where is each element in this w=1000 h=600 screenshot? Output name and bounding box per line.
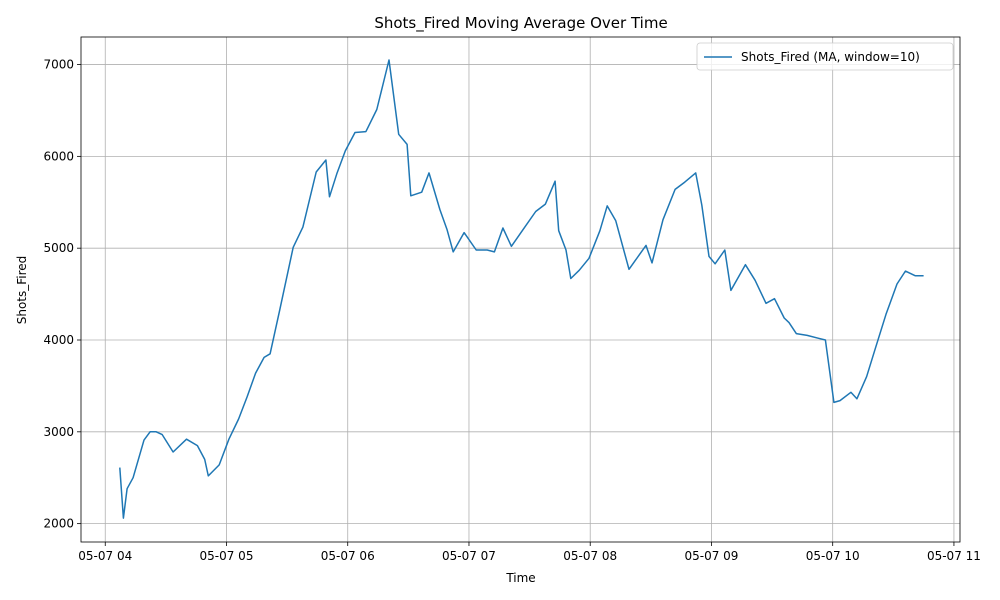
x-axis-label: Time	[505, 571, 535, 585]
axis-ticks: 05-07 04 05-07 05 05-07 06 05-07 07 05-07 08…	[43, 58, 980, 563]
y-tick-label: 3000	[43, 425, 74, 439]
x-tick-label: 05-07 10	[806, 549, 860, 563]
y-tick-label: 4000	[43, 333, 74, 347]
x-tick-label: 05-07 09	[684, 549, 738, 563]
x-tick-label: 05-07 07	[442, 549, 496, 563]
series-layer	[119, 59, 924, 519]
legend-box	[696, 42, 954, 71]
y-tick-label: 6000	[43, 149, 74, 163]
x-tick-label: 05-07 04	[78, 549, 132, 563]
y-tick-label: 2000	[43, 517, 74, 531]
chart-title: Shots_Fired Moving Average Over Time	[374, 14, 667, 33]
y-axis-label: Shots_Fired	[15, 256, 29, 325]
y-tick-label: 7000	[43, 58, 74, 72]
grid	[81, 37, 960, 542]
legend: Shots_Fired (MA, window=10)	[696, 42, 954, 71]
series-line	[119, 59, 924, 519]
x-tick-label: 05-07 11	[927, 549, 981, 563]
x-tick-label: 05-07 08	[563, 549, 617, 563]
x-tick-label: 05-07 05	[200, 549, 254, 563]
x-tick-label: 05-07 06	[321, 549, 375, 563]
legend-label: Shots_Fired (MA, window=10)	[741, 50, 920, 64]
y-tick-label: 5000	[43, 241, 74, 255]
plot-area-frame	[80, 36, 961, 543]
